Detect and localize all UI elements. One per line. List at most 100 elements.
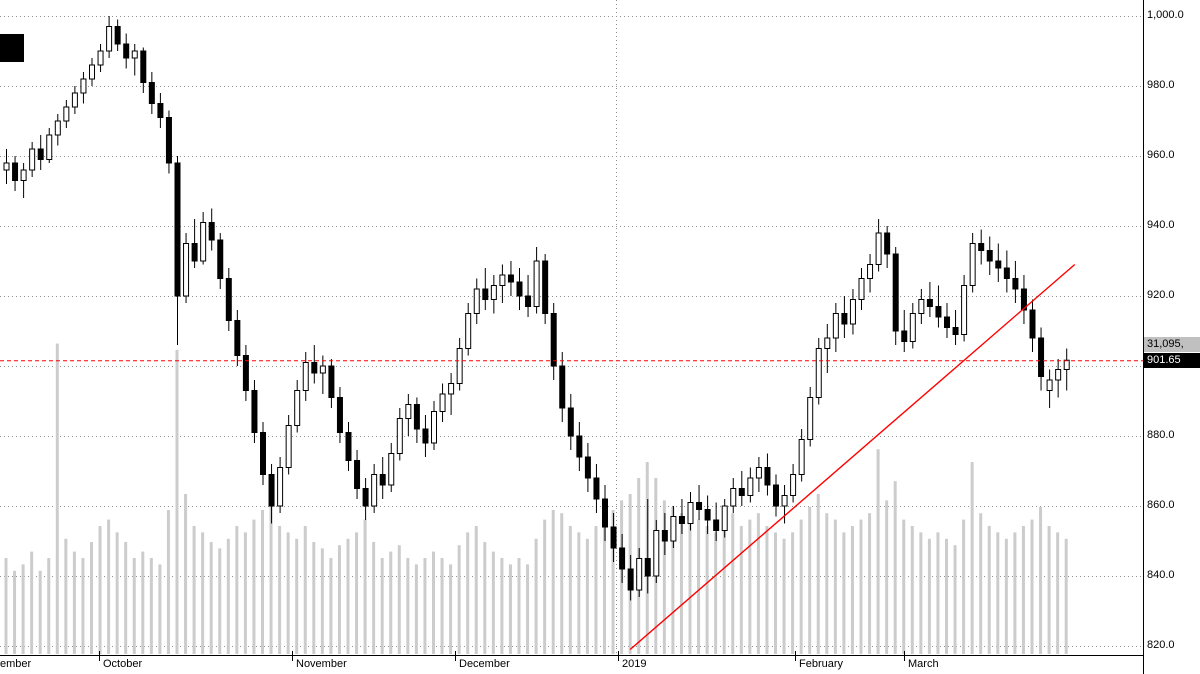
candle (593, 464, 600, 513)
candle (576, 422, 583, 471)
y-axis-label: 820.0 (1147, 639, 1175, 651)
candle (704, 495, 711, 534)
candle (439, 383, 446, 422)
candle (721, 499, 728, 538)
candle (533, 247, 540, 314)
x-axis-label: March (908, 658, 939, 670)
candle (841, 296, 848, 338)
candle (413, 397, 420, 443)
candle (354, 450, 361, 499)
candles (3, 16, 1070, 601)
candle (242, 345, 249, 401)
candle (807, 387, 814, 447)
candle (884, 226, 891, 268)
candle (849, 289, 856, 335)
y-axis-label: 940.0 (1147, 219, 1175, 231)
candle (858, 268, 865, 310)
candle (114, 19, 121, 51)
candle (448, 373, 455, 415)
x-axis-label: December (459, 658, 510, 670)
volume-badge: 31,095, (1144, 337, 1200, 352)
candle (696, 485, 703, 520)
candle (969, 233, 976, 293)
candle (901, 310, 908, 352)
candle (909, 303, 916, 349)
candle (465, 303, 472, 356)
candle (781, 485, 788, 524)
candle (961, 275, 968, 342)
candle (140, 47, 147, 93)
candle (123, 33, 130, 69)
candle (926, 282, 933, 317)
candle (824, 324, 831, 373)
candle (602, 485, 608, 541)
candle (584, 443, 591, 492)
last-price-badge: 901.65 (1144, 353, 1200, 368)
candle (918, 289, 925, 324)
candle (875, 219, 882, 272)
candle (148, 72, 155, 114)
candle (29, 142, 36, 177)
candle (1012, 261, 1019, 303)
candle (747, 467, 754, 503)
candle (37, 135, 44, 170)
candle (815, 338, 822, 405)
candle (986, 236, 993, 275)
candle (405, 394, 412, 436)
x-axis-label: 2019 (622, 658, 647, 670)
candle (131, 44, 138, 76)
candle (183, 233, 190, 303)
candle (422, 415, 429, 457)
candle (661, 513, 668, 555)
candle (507, 261, 514, 296)
candle (773, 474, 779, 517)
candle (456, 338, 463, 391)
candle (687, 492, 694, 531)
candle (328, 359, 335, 408)
y-axis-label: 980.0 (1147, 79, 1175, 91)
candle (1029, 299, 1036, 352)
candle (764, 453, 771, 496)
candle (3, 149, 10, 184)
candle (1046, 369, 1053, 408)
x-axis-label: October (103, 658, 143, 670)
trendline[interactable] (629, 263, 1076, 651)
candle (499, 264, 506, 303)
candle (867, 254, 874, 293)
candle (396, 408, 403, 461)
candle (1003, 250, 1010, 293)
candle (345, 422, 352, 471)
candle (268, 464, 275, 524)
candle (46, 128, 53, 163)
candle (251, 380, 258, 443)
candle (678, 499, 685, 534)
candle (200, 212, 207, 265)
candle (567, 394, 574, 450)
candle (516, 268, 523, 310)
volume-bars (4, 343, 1068, 654)
candle (610, 513, 617, 562)
candle (311, 345, 318, 384)
candle (559, 352, 566, 422)
candle (653, 520, 660, 583)
candle (798, 429, 805, 482)
axes (0, 0, 1144, 674)
x-axis-label: ember (0, 658, 32, 670)
candle (225, 268, 232, 331)
candle (1020, 275, 1027, 324)
candle (619, 534, 626, 583)
candle (473, 278, 480, 324)
gridlines (0, 0, 1143, 655)
y-axis-label: 840.0 (1147, 569, 1175, 581)
candle (217, 233, 224, 289)
candle (550, 303, 557, 380)
candle (525, 275, 532, 317)
candle (952, 310, 959, 345)
x-axis-label: February (799, 658, 844, 670)
y-axis-label: 860.0 (1147, 499, 1175, 511)
candle (978, 229, 985, 265)
candle (670, 506, 677, 548)
candle (277, 457, 284, 513)
